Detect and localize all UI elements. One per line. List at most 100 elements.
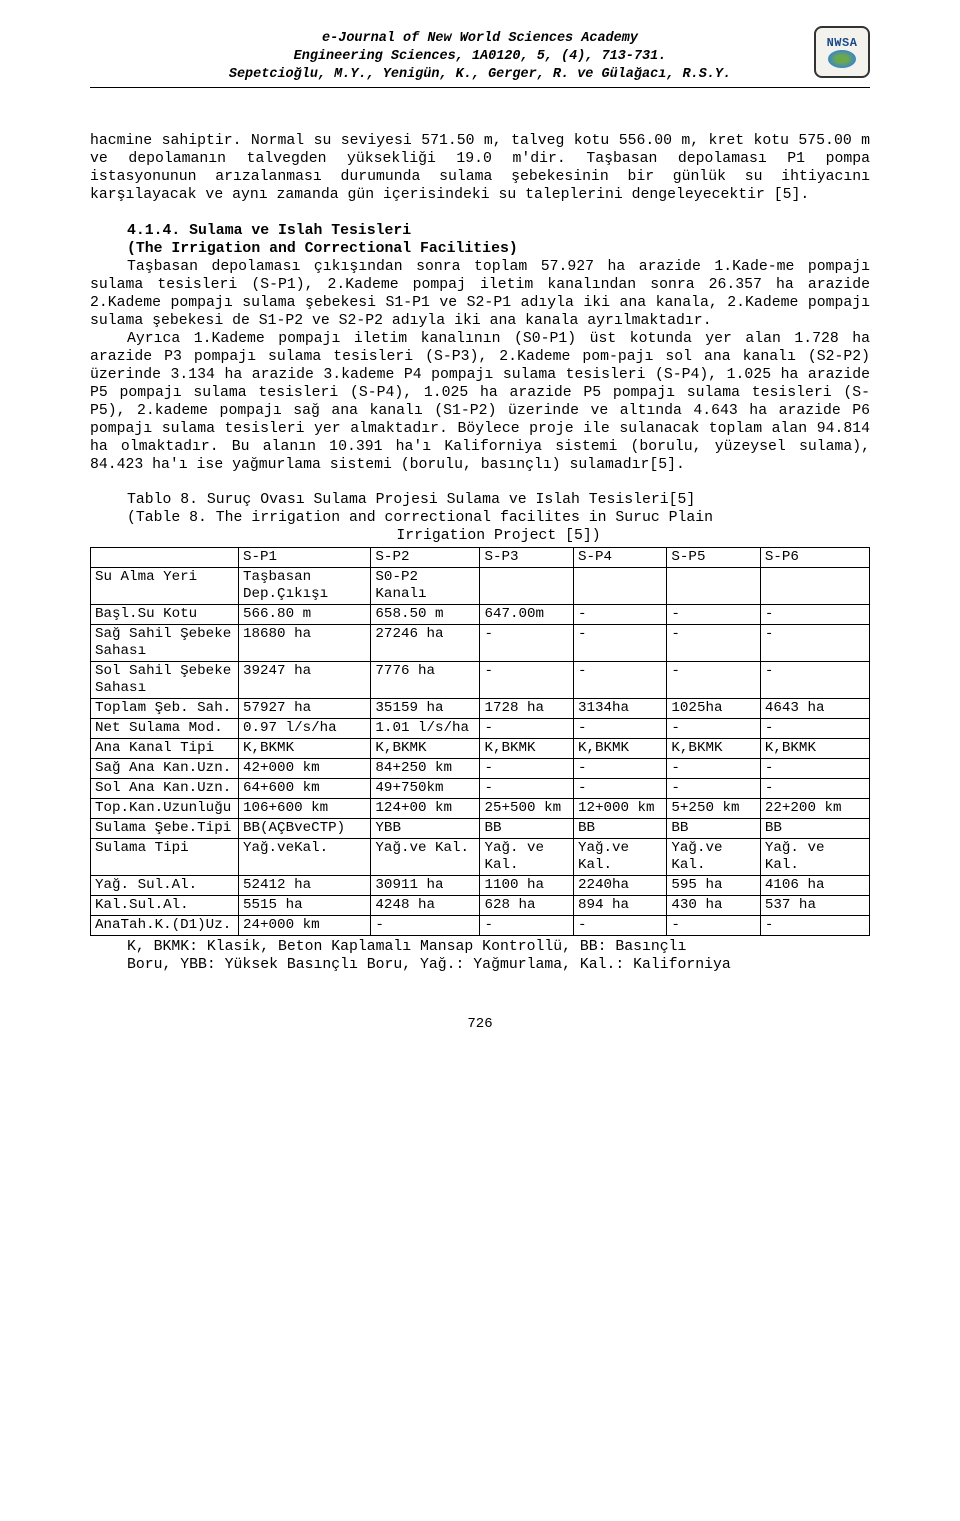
cell: - bbox=[760, 661, 869, 698]
cell: 42+000 km bbox=[239, 758, 371, 778]
cell: 18680 ha bbox=[239, 624, 371, 661]
cell bbox=[480, 567, 573, 604]
cell: Yağ.ve Kal. bbox=[667, 839, 760, 876]
cell: - bbox=[667, 718, 760, 738]
section-number: 4.1.4. bbox=[127, 223, 189, 239]
spacer bbox=[90, 475, 870, 491]
cell: - bbox=[573, 661, 666, 698]
cell: 27246 ha bbox=[371, 624, 480, 661]
row-label: Başl.Su Kotu bbox=[91, 604, 239, 624]
row-label: Sağ Sahil Şebeke Sahası bbox=[91, 624, 239, 661]
header-row: S-P1 S-P2 S-P3 S-P4 S-P5 S-P6 bbox=[91, 547, 870, 567]
cell: - bbox=[760, 779, 869, 799]
cell: - bbox=[667, 604, 760, 624]
table-body: Su Alma YeriTaşbasan Dep.ÇıkışıS0-P2 Kan… bbox=[91, 567, 870, 936]
cell: K,BKMK bbox=[371, 738, 480, 758]
running-header: e-Journal of New World Sciences Academy … bbox=[90, 30, 870, 92]
cell: K,BKMK bbox=[239, 738, 371, 758]
cell: 49+750km bbox=[371, 779, 480, 799]
row-label: AnaTah.K.(D1)Uz. bbox=[91, 916, 239, 936]
cell: BB(AÇBveCTP) bbox=[239, 819, 371, 839]
th-4: S-P4 bbox=[573, 547, 666, 567]
cell: 64+600 km bbox=[239, 779, 371, 799]
table-row: Ana Kanal TipiK,BKMKK,BKMKK,BKMKK,BKMKK,… bbox=[91, 738, 870, 758]
table-row: Top.Kan.Uzunluğu106+600 km124+00 km25+50… bbox=[91, 799, 870, 819]
cell: K,BKMK bbox=[573, 738, 666, 758]
section-block: 4.1.4. Sulama ve Islah Tesisleri (The Ir… bbox=[90, 222, 870, 475]
table-row: Net Sulama Mod.0.97 l/s/ha1.01 l/s/ha---… bbox=[91, 718, 870, 738]
legend-line-2: Boru, YBB: Yüksek Basınçlı Boru, Yağ.: Y… bbox=[90, 956, 870, 974]
cell: 5+250 km bbox=[667, 799, 760, 819]
cell: BB bbox=[573, 819, 666, 839]
table-row: Başl.Su Kotu566.80 m658.50 m647.00m--- bbox=[91, 604, 870, 624]
th-2: S-P2 bbox=[371, 547, 480, 567]
row-label: Sulama Tipi bbox=[91, 839, 239, 876]
paragraph-3: Ayrıca 1.Kademe pompajı iletim kanalının… bbox=[90, 330, 870, 474]
cell: Yağ.ve Kal. bbox=[371, 839, 480, 876]
cell: - bbox=[573, 758, 666, 778]
cell: 4248 ha bbox=[371, 896, 480, 916]
cell: - bbox=[480, 916, 573, 936]
row-label: Yağ. Sul.Al. bbox=[91, 876, 239, 896]
table-row: Toplam Şeb. Sah.57927 ha35159 ha1728 ha3… bbox=[91, 698, 870, 718]
cell: 4643 ha bbox=[760, 698, 869, 718]
table-row: Su Alma YeriTaşbasan Dep.ÇıkışıS0-P2 Kan… bbox=[91, 567, 870, 604]
header-line-2: Engineering Sciences, 1A0120, 5, (4), 71… bbox=[90, 48, 870, 66]
cell: 1.01 l/s/ha bbox=[371, 718, 480, 738]
cell: 595 ha bbox=[667, 876, 760, 896]
caption-line-3: Irrigation Project [5]) bbox=[90, 527, 870, 545]
page-number: 726 bbox=[90, 1016, 870, 1032]
cell: 57927 ha bbox=[239, 698, 371, 718]
th-3: S-P3 bbox=[480, 547, 573, 567]
table-row: Sol Sahil Şebeke Sahası39247 ha7776 ha--… bbox=[91, 661, 870, 698]
cell: 647.00m bbox=[480, 604, 573, 624]
row-label: Toplam Şeb. Sah. bbox=[91, 698, 239, 718]
cell: Yağ. ve Kal. bbox=[760, 839, 869, 876]
cell: 628 ha bbox=[480, 896, 573, 916]
cell: 566.80 m bbox=[239, 604, 371, 624]
row-label: Ana Kanal Tipi bbox=[91, 738, 239, 758]
header-line-1: e-Journal of New World Sciences Academy bbox=[90, 30, 870, 48]
caption-line-2: (Table 8. The irrigation and correctiona… bbox=[90, 509, 870, 527]
row-label: Sağ Ana Kan.Uzn. bbox=[91, 758, 239, 778]
cell: 4106 ha bbox=[760, 876, 869, 896]
cell: 658.50 m bbox=[371, 604, 480, 624]
cell: - bbox=[667, 779, 760, 799]
cell: 25+500 km bbox=[480, 799, 573, 819]
cell: - bbox=[480, 718, 573, 738]
paragraph-1: hacmine sahiptir. Normal su seviyesi 571… bbox=[90, 132, 870, 204]
cell: - bbox=[573, 718, 666, 738]
data-table: S-P1 S-P2 S-P3 S-P4 S-P5 S-P6 Su Alma Ye… bbox=[90, 547, 870, 937]
cell: 35159 ha bbox=[371, 698, 480, 718]
header-text: e-Journal of New World Sciences Academy … bbox=[90, 30, 870, 88]
cell: Yağ. ve Kal. bbox=[480, 839, 573, 876]
row-label: Top.Kan.Uzunluğu bbox=[91, 799, 239, 819]
cell: 0.97 l/s/ha bbox=[239, 718, 371, 738]
cell: 5515 ha bbox=[239, 896, 371, 916]
cell: BB bbox=[667, 819, 760, 839]
cell: 1025ha bbox=[667, 698, 760, 718]
cell: - bbox=[573, 624, 666, 661]
cell: 7776 ha bbox=[371, 661, 480, 698]
cell: - bbox=[573, 916, 666, 936]
cell: - bbox=[573, 604, 666, 624]
table-row: Sağ Ana Kan.Uzn.42+000 km84+250 km---- bbox=[91, 758, 870, 778]
row-label: Sol Ana Kan.Uzn. bbox=[91, 779, 239, 799]
cell: K,BKMK bbox=[480, 738, 573, 758]
table-row: AnaTah.K.(D1)Uz.24+000 km----- bbox=[91, 916, 870, 936]
cell: 894 ha bbox=[573, 896, 666, 916]
cell: - bbox=[760, 916, 869, 936]
cell: 3134ha bbox=[573, 698, 666, 718]
cell: - bbox=[667, 758, 760, 778]
table-row: Sulama TipiYağ.veKal.Yağ.ve Kal.Yağ. ve … bbox=[91, 839, 870, 876]
cell: 2240ha bbox=[573, 876, 666, 896]
cell: - bbox=[760, 758, 869, 778]
table-legend: K, BKMK: Klasik, Beton Kaplamalı Mansap … bbox=[90, 938, 870, 974]
cell: BB bbox=[480, 819, 573, 839]
cell: Yağ.veKal. bbox=[239, 839, 371, 876]
cell: 1728 ha bbox=[480, 698, 573, 718]
table-caption: Tablo 8. Suruç Ovası Sulama Projesi Sula… bbox=[90, 491, 870, 545]
cell bbox=[573, 567, 666, 604]
section-heading: 4.1.4. Sulama ve Islah Tesisleri bbox=[90, 222, 870, 240]
cell: - bbox=[667, 624, 760, 661]
